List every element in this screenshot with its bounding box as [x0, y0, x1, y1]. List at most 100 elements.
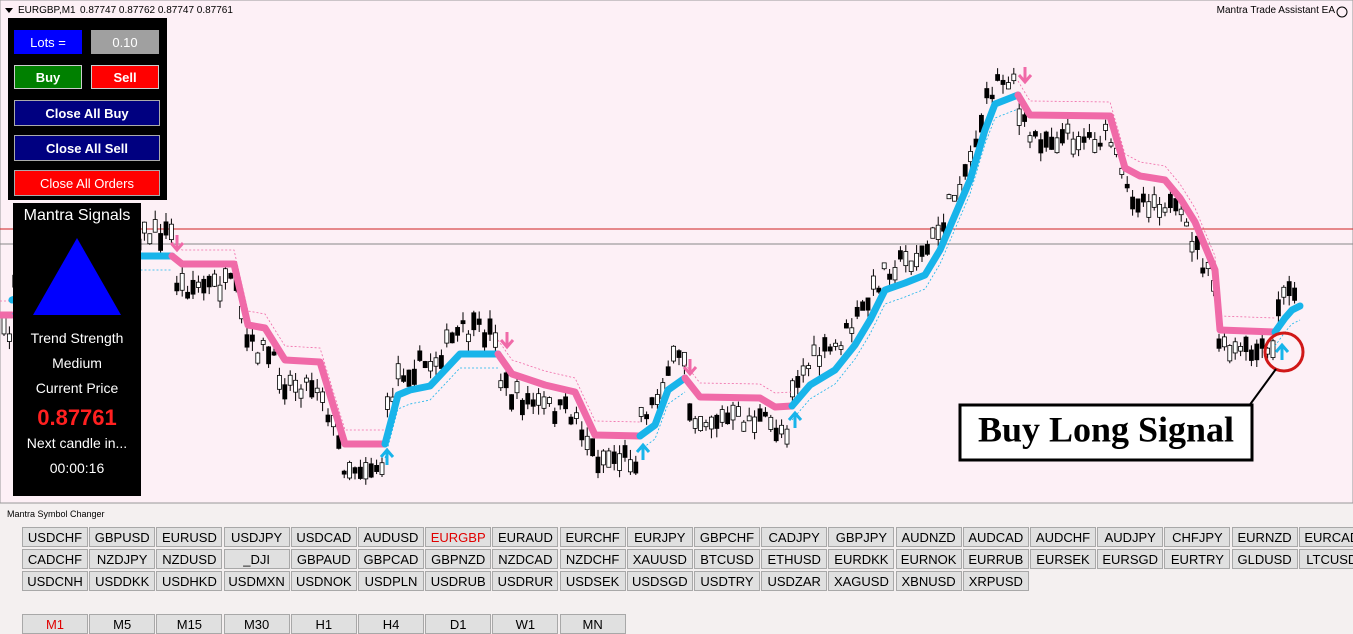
symbol-button[interactable]: XAUUSD: [626, 549, 693, 569]
symbol-button[interactable]: USDZAR: [761, 571, 828, 591]
next-value: 00:00:16: [49, 460, 105, 476]
symbol-button[interactable]: USDCNH: [22, 571, 88, 591]
symbol-button[interactable]: USDHKD: [156, 571, 223, 591]
candle-body: [725, 412, 730, 425]
symbol-button[interactable]: AUDCAD: [962, 527, 1029, 547]
symbol-button[interactable]: USDMXN: [223, 571, 290, 591]
candle-body: [601, 450, 606, 466]
candle-body: [1038, 139, 1044, 154]
candle-body: [649, 397, 655, 406]
symbol-button[interactable]: EURAUD: [492, 527, 559, 547]
buy-arrow: [787, 410, 803, 428]
candle-body: [1103, 123, 1108, 131]
candle-body: [1000, 79, 1006, 85]
symbol-button[interactable]: NZDJPY: [89, 549, 156, 569]
symbol-button[interactable]: USDCAD: [290, 527, 357, 547]
candle-body: [552, 411, 558, 424]
candle-body: [1157, 204, 1162, 218]
candle-body: [1070, 138, 1076, 155]
symbol-button[interactable]: GBPNZD: [425, 549, 492, 569]
symbol-button[interactable]: USDSEK: [559, 571, 626, 591]
symbol-button[interactable]: USDRUR: [492, 571, 559, 591]
symbol-button[interactable]: GBPCAD: [358, 549, 424, 569]
symbol-button[interactable]: NZDCAD: [492, 549, 559, 569]
symbol-button[interactable]: MN: [559, 614, 626, 634]
symbol-button[interactable]: AUDCHF: [1030, 527, 1096, 547]
close-buy-button[interactable]: Close All Buy: [14, 100, 160, 126]
symbol-button[interactable]: EURSEK: [1030, 549, 1096, 569]
symbol-button[interactable]: W1: [492, 614, 559, 634]
buy-button[interactable]: Buy: [14, 65, 82, 89]
symbol-button[interactable]: AUDNZD: [895, 527, 962, 547]
candle-body: [163, 221, 169, 236]
close-sell-button[interactable]: Close All Sell: [14, 135, 160, 161]
symbol-button[interactable]: H4: [358, 614, 424, 634]
symbol-button[interactable]: M15: [156, 614, 223, 634]
lots-value[interactable]: 0.10: [91, 30, 159, 54]
symbol-button[interactable]: USDRUB: [425, 571, 492, 591]
symbol-button[interactable]: EURNOK: [895, 549, 962, 569]
symbol-button[interactable]: XAGUSD: [828, 571, 895, 591]
candle-body: [1238, 345, 1243, 352]
sell-button[interactable]: Sell: [91, 65, 159, 89]
symbol-button[interactable]: H1: [290, 614, 357, 634]
symbol-button[interactable]: M1: [22, 614, 88, 634]
symbol-button[interactable]: CADCHF: [22, 549, 88, 569]
sell-arrow: [169, 235, 185, 253]
candle-body: [811, 344, 817, 357]
candle-body: [212, 273, 218, 287]
symbol-button[interactable]: EURJPY: [626, 527, 693, 547]
symbol-button[interactable]: NZDCHF: [559, 549, 626, 569]
symbol-button[interactable]: GBPUSD: [89, 527, 156, 547]
symbol-button[interactable]: USDPLN: [358, 571, 424, 591]
symbol-button[interactable]: GBPCHF: [694, 527, 760, 547]
symbol-button[interactable]: EURDKK: [828, 549, 895, 569]
symbol-button[interactable]: GBPJPY: [828, 527, 895, 547]
symbol-button[interactable]: EURRUB: [962, 549, 1029, 569]
symbol-button[interactable]: EURNZD: [1231, 527, 1298, 547]
candle-body: [201, 278, 207, 294]
symbol-button[interactable]: M30: [223, 614, 290, 634]
symbol-button[interactable]: EURCAD: [1298, 527, 1353, 547]
symbol-button[interactable]: CADJPY: [761, 527, 828, 547]
symbol-button[interactable]: ETHUSD: [761, 549, 828, 569]
symbol-button[interactable]: USDTRY: [694, 571, 760, 591]
symbol-button[interactable]: USDCHF: [22, 527, 88, 547]
candle-body: [152, 219, 158, 233]
candle-body: [779, 424, 784, 435]
trend-segment: [168, 252, 389, 448]
ea-name: Mantra Trade Assistant EA: [1216, 5, 1335, 16]
candle-body: [984, 88, 990, 99]
symbol-button[interactable]: XRPUSD: [962, 571, 1029, 591]
symbol-button[interactable]: CHFJPY: [1164, 527, 1231, 547]
symbol-button[interactable]: M5: [89, 614, 156, 634]
price-value: 0.87761: [37, 405, 117, 430]
candle-body: [563, 396, 568, 410]
symbol-button[interactable]: GLDUSD: [1231, 549, 1298, 569]
candle-body: [1173, 198, 1179, 212]
symbol-button[interactable]: EURGBP: [425, 527, 492, 547]
candle-body: [1065, 123, 1071, 134]
symbol-button[interactable]: USDSGD: [626, 571, 693, 591]
symbol-button[interactable]: EURSGD: [1097, 549, 1164, 569]
symbol-button[interactable]: AUDUSD: [358, 527, 424, 547]
symbol-button[interactable]: EURUSD: [156, 527, 223, 547]
symbol-button[interactable]: AUDJPY: [1097, 527, 1164, 547]
symbol-button[interactable]: XBNUSD: [895, 571, 962, 591]
symbol-button[interactable]: NZDUSD: [156, 549, 223, 569]
symbol-button[interactable]: USDJPY: [223, 527, 290, 547]
candle-body: [557, 399, 563, 406]
trend-segment: [1014, 91, 1279, 336]
symbol-button[interactable]: D1: [425, 614, 492, 634]
symbol-button[interactable]: EURCHF: [559, 527, 626, 547]
symbol-button[interactable]: EURTRY: [1164, 549, 1231, 569]
symbol-button[interactable]: GBPAUD: [290, 549, 357, 569]
candle-body: [595, 456, 601, 474]
symbol-button[interactable]: USDNOK: [290, 571, 357, 591]
symbol-button[interactable]: _DJI: [223, 549, 290, 569]
trend-segment: [1271, 302, 1304, 336]
close-all-button[interactable]: Close All Orders: [14, 170, 160, 196]
symbol-button[interactable]: LTCUSD: [1298, 549, 1353, 569]
symbol-button[interactable]: USDDKK: [89, 571, 156, 591]
symbol-button[interactable]: BTCUSD: [694, 549, 760, 569]
